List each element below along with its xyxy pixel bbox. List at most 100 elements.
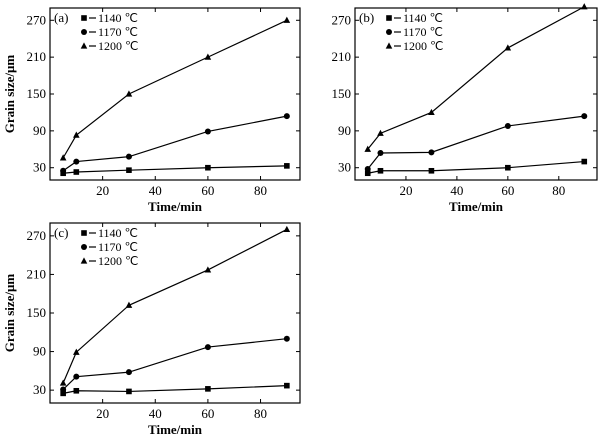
y-tick-label: 210 [27, 266, 47, 281]
y-tick-label: 150 [27, 86, 47, 101]
series-line [367, 115, 585, 170]
legend-label: 1200 ℃ [98, 254, 138, 268]
series-line [63, 385, 287, 394]
data-point [204, 344, 211, 351]
legend-entry: 1200 ℃ [80, 254, 138, 268]
series-line [62, 19, 288, 159]
data-point [504, 122, 511, 129]
data-point [283, 113, 290, 120]
data-point [284, 382, 290, 389]
legend-label: 1140 ℃ [98, 226, 138, 240]
data-point [73, 169, 80, 175]
legend-label: 1200 ℃ [98, 39, 138, 53]
data-point [205, 386, 211, 392]
chart-panel-3: 20 40 60 80 30 90 150 210 270 Time/min Grain size/… [2, 222, 301, 434]
legend-marker [386, 29, 392, 35]
legend-marker [81, 230, 87, 236]
chart-panel-1: 20 40 60 80 30 90 150 210 270 Time/min Grain size/… [2, 7, 301, 214]
series-1 [60, 163, 290, 177]
y-tick-label: 30 [33, 382, 46, 397]
data-point [205, 164, 211, 171]
x-tick-label: 80 [254, 183, 267, 198]
legend-label: 1170 ℃ [98, 240, 138, 254]
data-point [505, 164, 511, 171]
data-point [126, 388, 132, 395]
data-point [125, 153, 132, 160]
data-point [504, 44, 512, 51]
legend-label: 1140 ℃ [403, 11, 443, 25]
series-2 [364, 113, 588, 172]
y-tick-label: 270 [332, 12, 352, 27]
x-tick-label: 60 [201, 406, 214, 421]
legend-entry: 1140 ℃ [386, 11, 443, 25]
data-point [204, 128, 211, 135]
y-axis-label: Grain size/μm [2, 55, 17, 134]
data-point [581, 113, 588, 120]
legend-entry: 1140 ℃ [81, 226, 138, 240]
data-point [59, 154, 67, 161]
x-tick-label: 40 [149, 406, 162, 421]
data-point [364, 170, 371, 177]
y-tick-label: 30 [33, 160, 46, 175]
y-tick-label: 210 [332, 49, 352, 64]
series-1 [364, 158, 588, 177]
plot-frame [49, 7, 301, 181]
data-point [60, 167, 67, 174]
y-tick-label: 150 [332, 86, 352, 101]
x-axis-label: Time/min [148, 199, 203, 214]
series-1 [60, 382, 290, 397]
x-tick-label: 20 [96, 183, 109, 198]
series-2 [60, 113, 290, 174]
legend-label: 1170 ℃ [98, 25, 138, 39]
y-tick-label: 90 [33, 123, 46, 138]
series-line [62, 115, 287, 172]
data-point [283, 335, 290, 342]
legend-entry: 1170 ℃ [81, 25, 138, 39]
series-3 [59, 225, 291, 386]
series-3 [364, 3, 588, 152]
data-point [283, 16, 291, 23]
data-point [73, 348, 80, 355]
data-point [125, 301, 133, 308]
x-tick-label: 40 [149, 183, 162, 198]
panel-label: (a) [54, 10, 68, 25]
legend-marker [386, 15, 392, 21]
data-point [377, 149, 384, 156]
legend-entry: 1170 ℃ [386, 25, 443, 39]
series-3 [59, 16, 291, 161]
data-point [428, 149, 435, 156]
data-point [364, 145, 372, 152]
panel-label: (c) [54, 225, 68, 240]
legend-entry: 1200 ℃ [80, 39, 138, 53]
series-line [367, 6, 585, 150]
y-tick-label: 270 [27, 228, 47, 243]
legend-marker [80, 42, 88, 49]
data-point [428, 108, 435, 116]
y-tick-label: 150 [27, 305, 47, 320]
y-tick-label: 30 [338, 160, 351, 175]
x-tick-label: 40 [450, 183, 463, 198]
y-tick-label: 210 [27, 49, 47, 64]
data-point [73, 131, 80, 138]
legend-label: 1140 ℃ [98, 11, 138, 25]
data-point [283, 225, 291, 233]
series-2 [60, 335, 290, 393]
legend-label: 1170 ℃ [403, 25, 443, 39]
y-axis-label: Grain size/μm [2, 274, 17, 353]
data-point [73, 158, 80, 165]
legend-entry: 1140 ℃ [81, 11, 138, 25]
x-axis-label: Time/min [148, 422, 203, 434]
data-point [73, 373, 80, 380]
data-point [204, 266, 212, 273]
data-point [284, 163, 290, 169]
legend-entry: 1200 ℃ [385, 39, 443, 53]
data-point [125, 369, 132, 376]
x-tick-label: 60 [201, 183, 214, 198]
legend-marker [81, 29, 87, 35]
data-point [377, 129, 384, 136]
legend-marker [385, 42, 393, 49]
x-tick-label: 20 [399, 183, 412, 198]
data-point [428, 167, 435, 174]
series-line [62, 228, 288, 384]
